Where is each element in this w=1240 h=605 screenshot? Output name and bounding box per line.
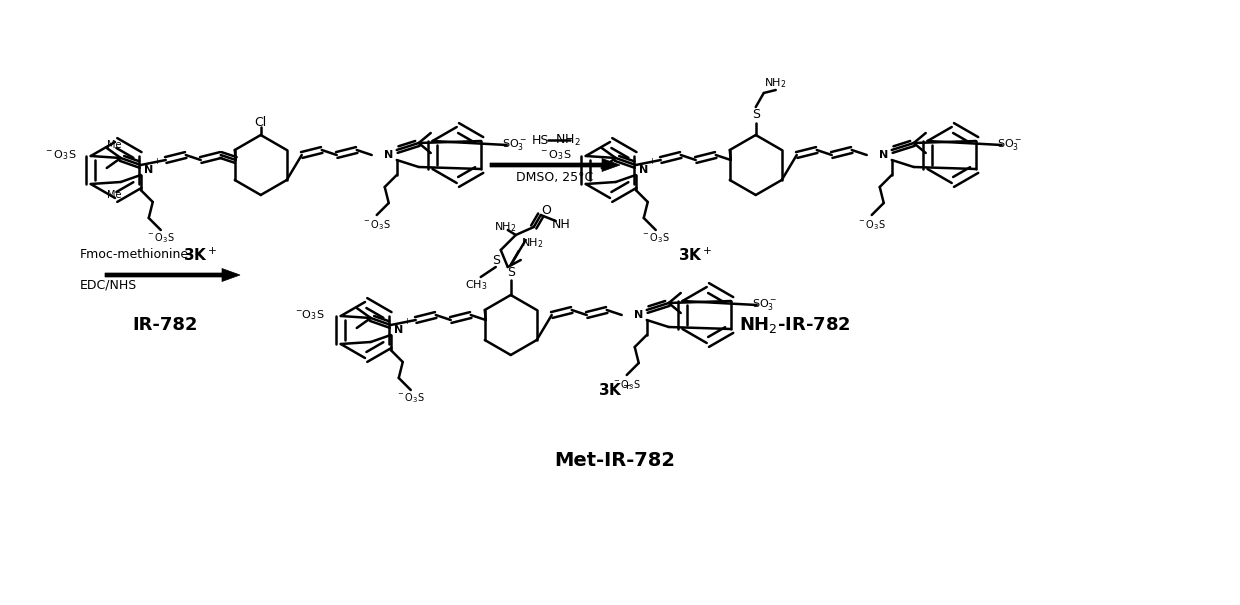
Text: $^-$O$_3$S: $^-$O$_3$S <box>43 148 77 162</box>
Text: NH$_2$-IR-782: NH$_2$-IR-782 <box>739 315 851 335</box>
Text: $^-$O$_3$S: $^-$O$_3$S <box>613 378 641 392</box>
Text: $^-$O$_3$S: $^-$O$_3$S <box>146 231 175 245</box>
Text: S: S <box>492 253 500 266</box>
Text: IR-782: IR-782 <box>133 316 197 334</box>
Text: $^{-}$O$_3$S: $^{-}$O$_3$S <box>295 308 325 322</box>
Text: O: O <box>541 203 551 217</box>
Text: Me: Me <box>107 190 122 200</box>
Text: $^-$O$_3$S: $^-$O$_3$S <box>857 218 887 232</box>
Text: DMSO, 25°C: DMSO, 25°C <box>516 171 594 183</box>
Text: SO$_3^-$: SO$_3^-$ <box>753 298 777 313</box>
Text: NH$_2$: NH$_2$ <box>495 220 517 234</box>
Text: +: + <box>403 318 410 327</box>
Polygon shape <box>105 269 241 281</box>
Text: HS: HS <box>531 134 548 146</box>
Text: N: N <box>384 150 393 160</box>
Text: NH: NH <box>552 218 570 232</box>
Text: Me: Me <box>107 140 122 150</box>
Text: N: N <box>634 310 644 320</box>
Text: NH$_2$: NH$_2$ <box>539 132 580 148</box>
Text: SO$_3^-$: SO$_3^-$ <box>502 137 527 152</box>
Text: NH$_2$: NH$_2$ <box>765 76 787 90</box>
Text: S: S <box>751 108 760 122</box>
Text: N: N <box>639 165 649 175</box>
Text: $^-$O$_3$S: $^-$O$_3$S <box>362 218 391 232</box>
Text: 3K$^+$: 3K$^+$ <box>678 246 712 264</box>
Text: +: + <box>649 157 655 166</box>
Text: N: N <box>879 150 888 160</box>
Text: Met-IR-782: Met-IR-782 <box>554 451 676 469</box>
Polygon shape <box>490 159 620 171</box>
Text: NH$_2$: NH$_2$ <box>522 236 544 250</box>
Text: N: N <box>144 165 154 175</box>
Text: +: + <box>154 157 160 166</box>
Text: 3K$^+$: 3K$^+$ <box>598 381 632 399</box>
Text: SO$_3^-$: SO$_3^-$ <box>997 137 1022 152</box>
Text: $^-$O$_3$S: $^-$O$_3$S <box>397 391 425 405</box>
Text: Cl: Cl <box>254 117 267 129</box>
Text: EDC/NHS: EDC/NHS <box>81 278 138 292</box>
Text: N: N <box>394 325 403 335</box>
Text: S: S <box>507 266 515 278</box>
Text: 3K$^+$: 3K$^+$ <box>182 246 217 264</box>
Text: $^-$O$_3$S: $^-$O$_3$S <box>538 148 572 162</box>
Text: CH$_3$: CH$_3$ <box>465 278 487 292</box>
Text: Fmoc-methionine: Fmoc-methionine <box>81 249 190 261</box>
Text: $^-$O$_3$S: $^-$O$_3$S <box>641 231 670 245</box>
